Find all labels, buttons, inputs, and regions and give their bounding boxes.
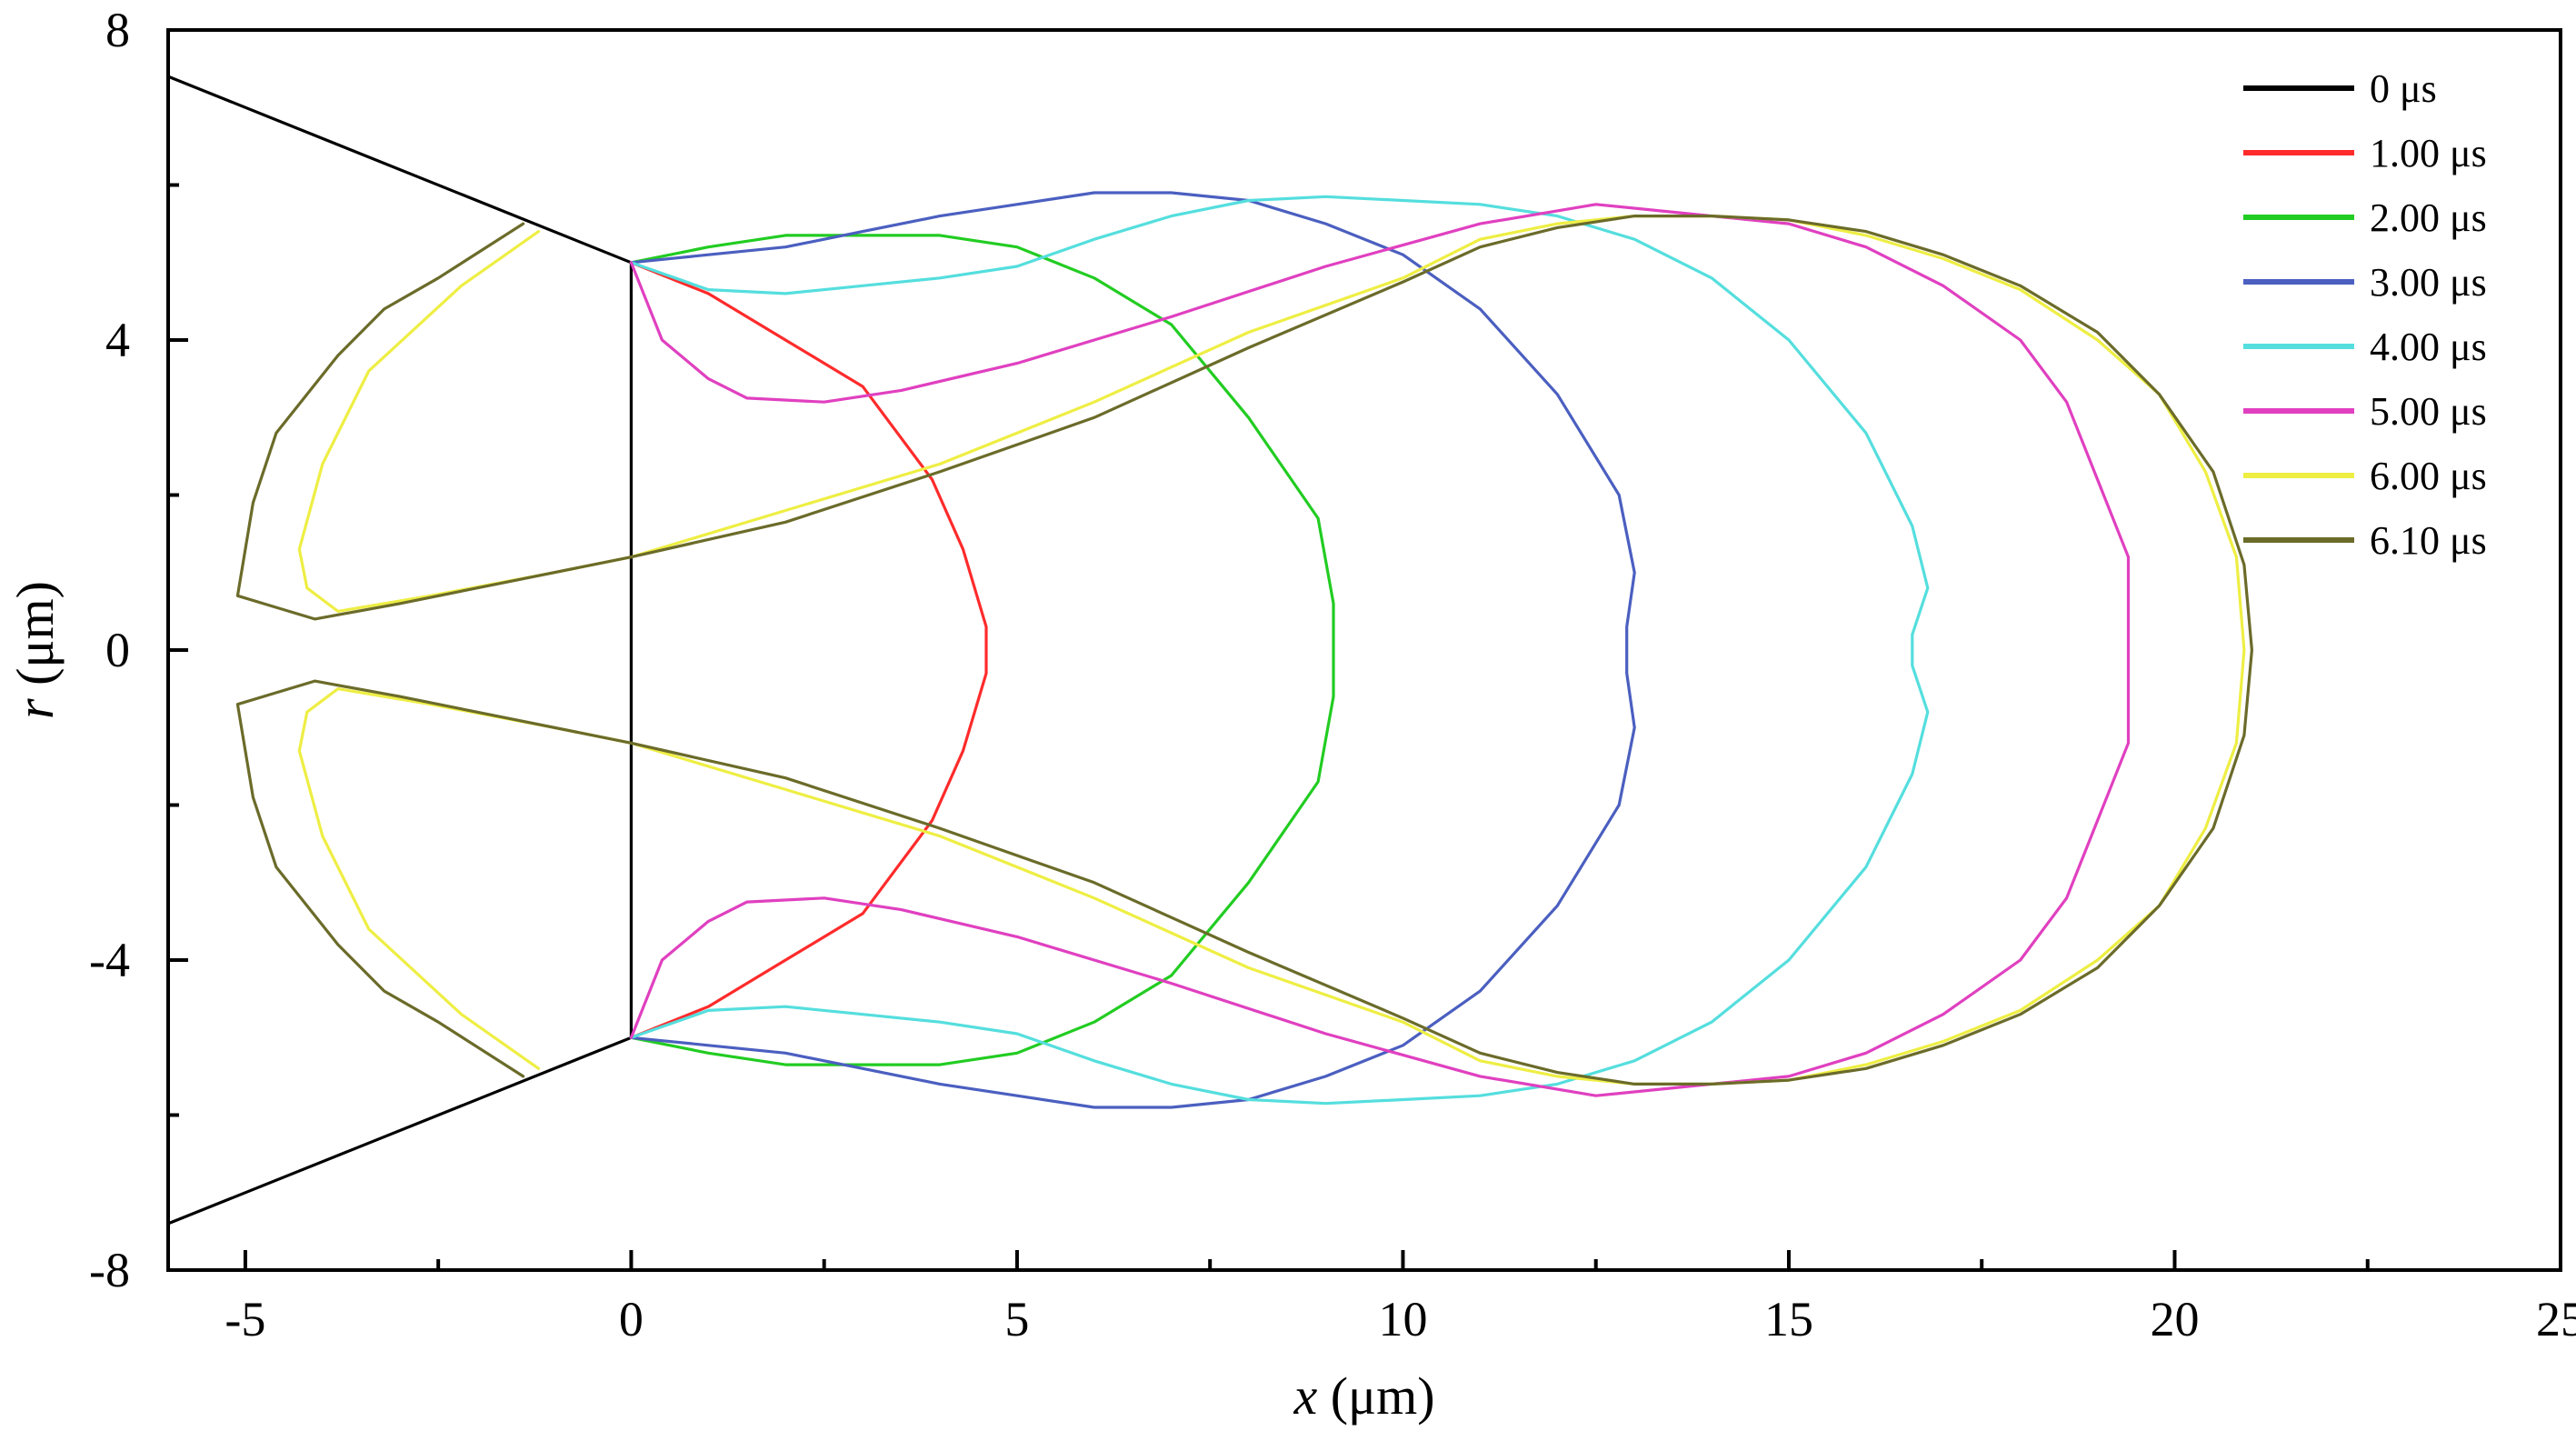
series-layer [166,75,2253,1226]
x-tick-label: 10 [1378,1292,1427,1346]
legend-label-5: 5.00 μs [2370,389,2487,434]
series-line-0 [166,75,634,1226]
series-line-5 [629,203,2131,1097]
series-line-4 [629,195,1930,1106]
x-tick-label: 20 [2150,1292,2199,1346]
x-tick-label: 15 [1764,1292,1813,1346]
legend-label-6: 6.00 μs [2370,454,2487,498]
series-line-1 [629,261,988,1039]
labels-layer: -5 0 5 10 15 20 25 8 4 0 -4 -8 [89,3,2576,1346]
plot-frame [166,28,2562,1272]
x-tick-label: 5 [1004,1292,1029,1346]
series-line-6 [297,215,2246,1086]
series-line-7 [235,215,2253,1086]
y-axis-title: r (μm) [5,581,65,719]
y-tick-label: -4 [89,933,130,987]
legend-label-1: 1.00 μs [2370,131,2487,175]
x-tick-label: 0 [619,1292,644,1346]
x-tick-label: -5 [225,1292,265,1346]
legend-label-2: 2.00 μs [2370,195,2487,240]
legend-label-0: 0 μs [2370,66,2437,111]
legend-label-3: 3.00 μs [2370,260,2487,305]
y-tick-label: -8 [89,1243,130,1297]
y-tick-label: 8 [105,3,130,57]
x-tick-label: 25 [2536,1292,2576,1346]
legend-label-4: 4.00 μs [2370,325,2487,369]
y-tick-label: 4 [105,313,130,367]
ticks-layer [168,183,2370,1270]
y-tick-label: 0 [105,623,130,677]
legend-label-7: 6.10 μs [2370,518,2487,563]
series-line-2 [629,234,1335,1066]
x-axis-title: x (μm) [1293,1366,1434,1426]
legend: 0 μs 1.00 μs 2.00 μs 3.00 μs 4.00 μs 5.00 μs 6… [2243,66,2487,563]
series-line-3 [629,191,1636,1109]
